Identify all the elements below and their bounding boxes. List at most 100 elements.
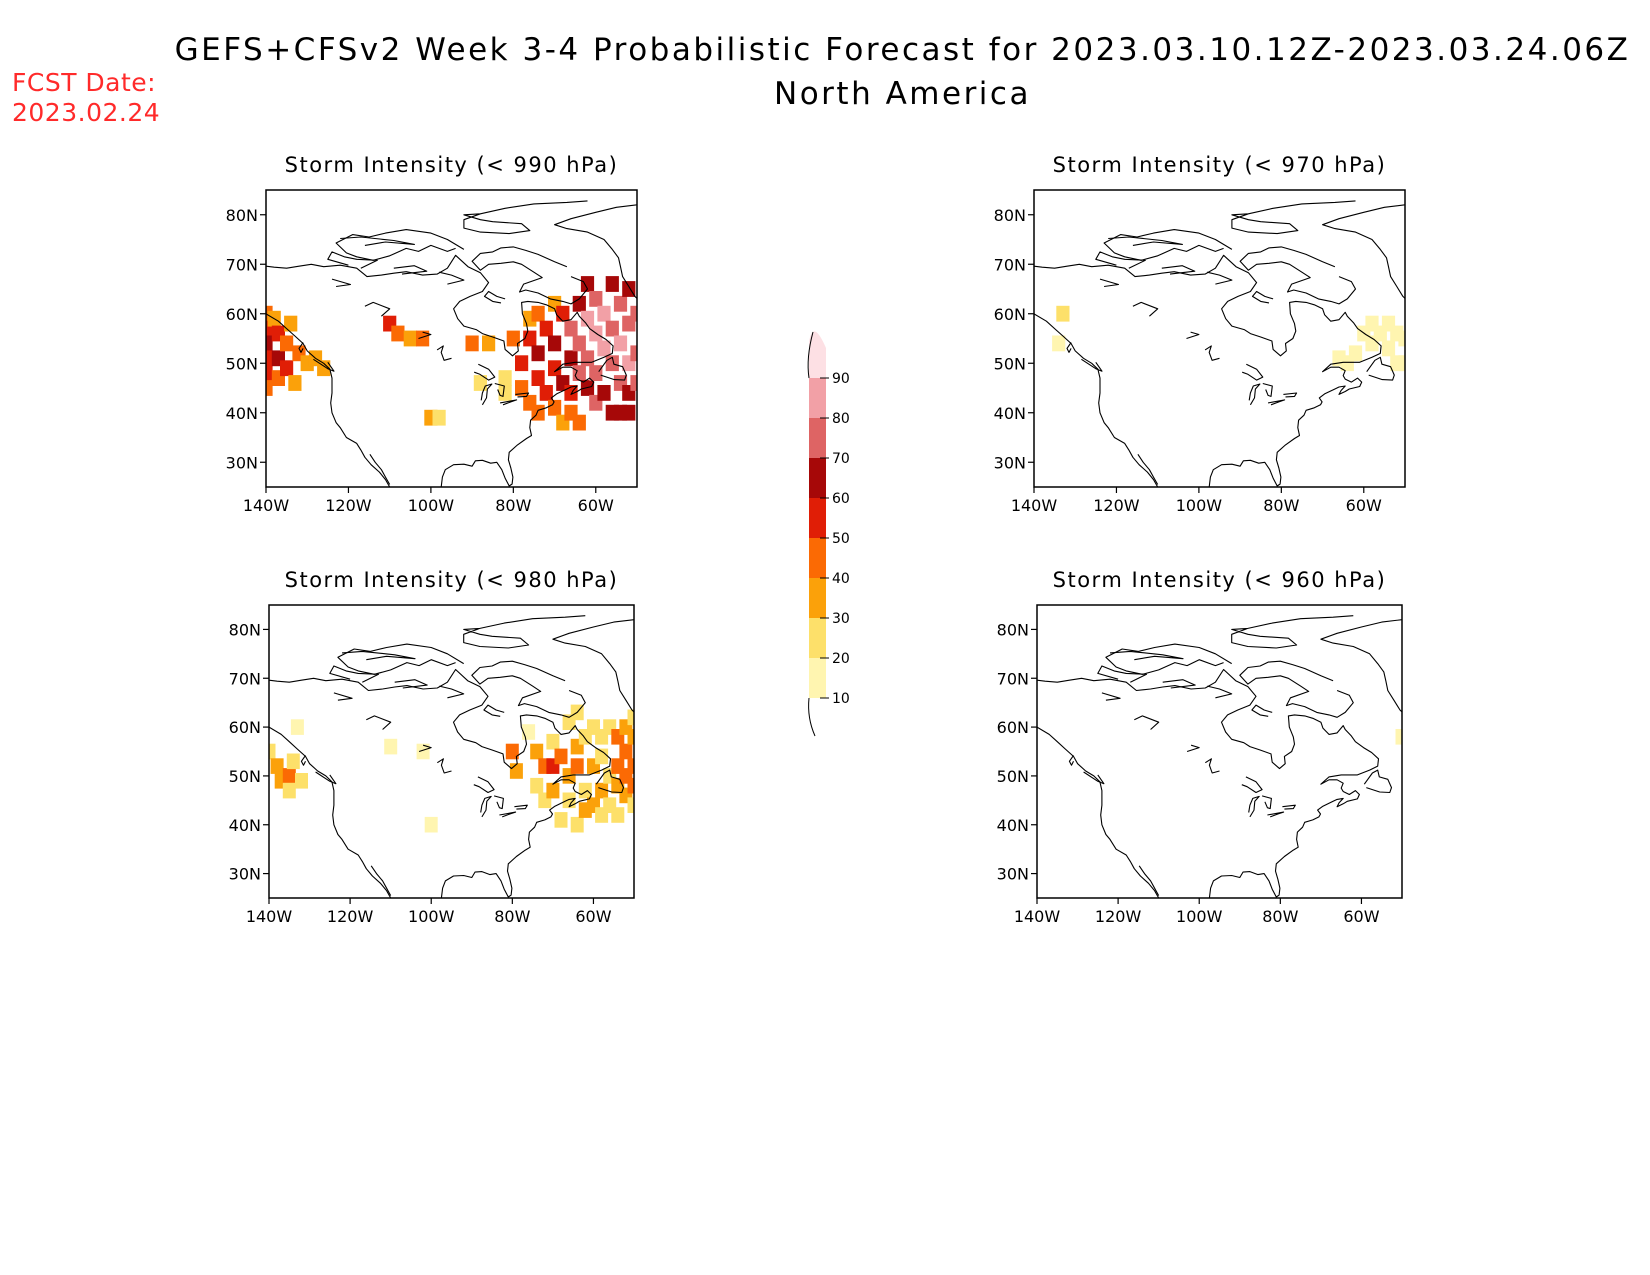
probability-cell — [539, 320, 553, 337]
probability-cell — [622, 281, 636, 297]
coastline-segment — [494, 382, 505, 397]
coastline-segment — [1322, 204, 1405, 300]
probability-cell — [539, 385, 553, 401]
coastline-segment — [438, 271, 465, 285]
map-frame — [1033, 189, 1406, 488]
coastline-segment — [471, 246, 589, 305]
probability-field — [1395, 729, 1402, 745]
probability-cell — [1398, 330, 1405, 347]
probability-cell — [506, 330, 520, 347]
lon-tick-label: 80W — [495, 496, 531, 515]
lat-tick-label: 60N — [226, 305, 258, 324]
probability-cell — [572, 295, 586, 312]
lat-tick-label: 60N — [229, 718, 261, 737]
forecast-date: FCST Date: 2023.02.24 — [12, 68, 160, 128]
lon-tick-label: 80W — [494, 907, 530, 926]
probability-cell — [270, 758, 284, 774]
probability-cell — [295, 773, 308, 789]
coastline-segment — [474, 363, 496, 381]
colorbar-segment — [809, 458, 826, 498]
probability-cell — [548, 360, 562, 377]
probability-cell — [1395, 729, 1402, 745]
coastline-segment — [658, 249, 753, 313]
probability-cell — [424, 816, 438, 833]
coastline-segment — [337, 643, 464, 675]
coastline-segment — [471, 660, 586, 718]
coastline-segment — [1363, 769, 1393, 794]
coastline-segment — [1320, 619, 1402, 713]
probability-cell — [284, 315, 298, 332]
coastline-segment — [315, 771, 337, 785]
subtitle: North America — [774, 76, 1031, 112]
colorbar-tick-label: 40 — [832, 571, 850, 587]
panel-title: Storm Intensity (< 970 hPa) — [1053, 153, 1387, 177]
probability-cell — [266, 365, 273, 381]
probability-cell — [589, 365, 603, 381]
coastline-segment — [499, 811, 517, 818]
coastline-segment — [329, 665, 380, 683]
colorbar-segment — [809, 618, 826, 658]
coastline-segment — [1161, 265, 1196, 275]
probability-cell — [630, 305, 637, 322]
coastline-segment — [1108, 236, 1183, 246]
probability-cell — [282, 768, 296, 784]
lon-tick-label: 120W — [1095, 907, 1142, 926]
probability-cell — [1398, 355, 1405, 372]
lon-tick-label: 120W — [325, 496, 372, 515]
probability-cell — [611, 807, 625, 823]
lat-tick-label: 40N — [994, 404, 1026, 423]
coastline-segment — [335, 229, 465, 261]
probability-cell — [589, 291, 603, 307]
lat-tick-label: 50N — [997, 767, 1029, 786]
probability-cell — [473, 375, 487, 391]
probability-cell — [605, 276, 619, 292]
probability-cell — [630, 345, 637, 362]
probability-cell — [505, 743, 519, 760]
probability-cell — [627, 709, 634, 726]
probability-cell — [622, 404, 636, 421]
lon-tick-label: 100W — [1176, 496, 1223, 515]
probability-cell — [465, 335, 479, 352]
coastline-segment — [1248, 383, 1261, 406]
probability-cell — [627, 729, 634, 745]
probability-cell — [562, 792, 576, 809]
probability-cell — [498, 370, 512, 386]
probability-cell — [280, 360, 294, 377]
coastline-segment — [483, 290, 506, 304]
coastline-segment — [1083, 771, 1105, 785]
colorbar-cap-bottom — [808, 697, 816, 737]
coastline-segment — [331, 278, 352, 288]
coastline-segment — [269, 668, 612, 898]
coastline-segment — [1283, 392, 1298, 398]
forecast-date-label: FCST Date: — [12, 68, 157, 97]
map-panels: Storm Intensity (< 990 hPa) 80N 70N 60N 50N 4… — [226, 153, 1406, 926]
coastline-segment — [340, 236, 415, 246]
probability-cell — [578, 782, 592, 799]
probability-cell — [416, 743, 430, 760]
probability-cell — [564, 320, 578, 337]
lat-tick-label: 80N — [226, 206, 258, 225]
probability-cell — [548, 335, 562, 352]
probability-cell — [627, 797, 634, 813]
probability-cell — [630, 375, 637, 391]
map-panel-4: Storm Intensity (< 960 hPa) 80N 70N 60N 50N 4… — [997, 568, 1403, 926]
lon-tick-label: 140W — [1011, 496, 1058, 515]
coastline-segment — [439, 685, 465, 699]
coastline-segment — [1162, 679, 1196, 689]
coastline-segment — [1186, 331, 1200, 340]
lon-tick-label: 120W — [1093, 496, 1140, 515]
coastline-segment — [554, 204, 637, 300]
map-panel-1: Storm Intensity (< 990 hPa) 80N 70N 60N 50N 4… — [226, 153, 753, 515]
lat-tick-label: 60N — [994, 305, 1026, 324]
coastline-segment — [1037, 726, 1160, 898]
colorbar-tick-label: 50 — [832, 531, 850, 547]
lat-tick-label: 30N — [994, 453, 1026, 472]
colorbar-segment — [809, 418, 826, 458]
coastline-segment — [269, 726, 392, 898]
coastline-segment — [1132, 301, 1159, 317]
probability-cell — [570, 816, 584, 833]
coastline-segment — [1097, 665, 1148, 683]
probability-cell — [619, 743, 633, 760]
colorbar-tick-label: 70 — [832, 451, 850, 467]
lon-tick-label: 60W — [1343, 907, 1379, 926]
